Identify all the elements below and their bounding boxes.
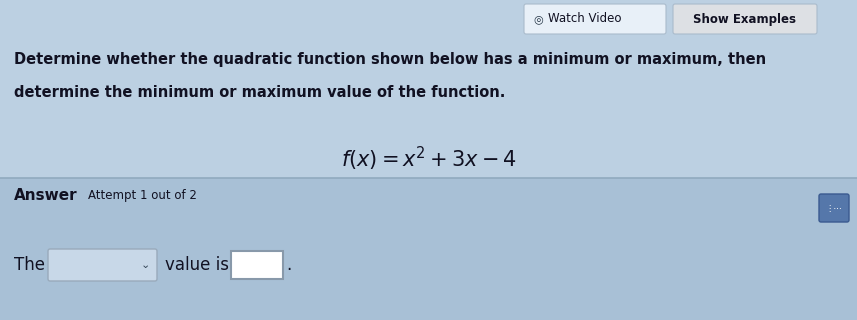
- Text: The: The: [14, 256, 45, 274]
- FancyBboxPatch shape: [673, 4, 817, 34]
- Text: ⋮⋯: ⋮⋯: [825, 204, 842, 212]
- FancyBboxPatch shape: [231, 251, 283, 279]
- FancyBboxPatch shape: [819, 194, 849, 222]
- Text: value is: value is: [165, 256, 229, 274]
- Text: determine the minimum or maximum value of the function.: determine the minimum or maximum value o…: [14, 85, 506, 100]
- Text: $f(x) = x^2 + 3x - 4$: $f(x) = x^2 + 3x - 4$: [340, 145, 517, 173]
- Text: .: .: [286, 256, 291, 274]
- FancyBboxPatch shape: [524, 4, 666, 34]
- Text: Determine whether the quadratic function shown below has a minimum or maximum, t: Determine whether the quadratic function…: [14, 52, 766, 67]
- Text: Show Examples: Show Examples: [693, 12, 796, 26]
- Text: ⌄: ⌄: [141, 260, 150, 270]
- Text: Answer: Answer: [14, 188, 78, 204]
- Bar: [0, 178, 857, 320]
- Bar: [0, 0, 857, 178]
- Text: ◎: ◎: [533, 14, 542, 24]
- Text: Attempt 1 out of 2: Attempt 1 out of 2: [88, 189, 197, 203]
- Text: Watch Video: Watch Video: [548, 12, 621, 26]
- FancyBboxPatch shape: [48, 249, 157, 281]
